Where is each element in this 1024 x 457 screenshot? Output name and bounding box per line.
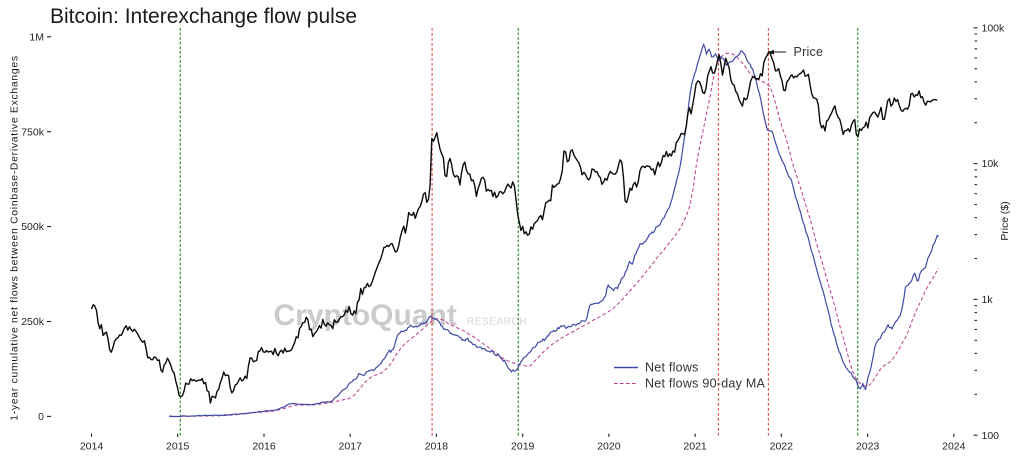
svg-text:750k: 750k	[21, 126, 45, 138]
svg-text:2023: 2023	[856, 441, 880, 453]
svg-text:1M: 1M	[29, 31, 44, 43]
svg-text:2020: 2020	[597, 441, 621, 453]
svg-text:500k: 500k	[21, 221, 45, 233]
svg-text:2019: 2019	[511, 441, 535, 453]
svg-text:Bitcoin: Interexchange flow pu: Bitcoin: Interexchange flow pulse	[50, 5, 357, 28]
svg-text:2024: 2024	[942, 441, 966, 453]
svg-text:10k: 10k	[982, 158, 1000, 170]
svg-text:2017: 2017	[339, 441, 363, 453]
svg-text:1-year cumulative net flows be: 1-year cumulative net flows between Coin…	[10, 55, 21, 421]
svg-text:Price ($): Price ($)	[1000, 201, 1011, 240]
svg-text:RESEARCH: RESEARCH	[467, 317, 527, 328]
svg-text:1k: 1k	[982, 294, 994, 306]
svg-text:Price: Price	[794, 45, 824, 59]
svg-text:0: 0	[38, 411, 44, 423]
svg-text:100: 100	[982, 430, 1000, 442]
svg-text:2015: 2015	[166, 441, 190, 453]
svg-text:Net flows 90-day MA: Net flows 90-day MA	[645, 377, 765, 391]
svg-text:100k: 100k	[982, 22, 1006, 34]
svg-text:250k: 250k	[21, 316, 45, 328]
svg-text:2022: 2022	[770, 441, 794, 453]
svg-text:2014: 2014	[80, 441, 104, 453]
svg-text:2018: 2018	[425, 441, 449, 453]
svg-text:2016: 2016	[252, 441, 276, 453]
svg-text:Net flows: Net flows	[645, 361, 699, 375]
svg-text:2021: 2021	[683, 441, 707, 453]
